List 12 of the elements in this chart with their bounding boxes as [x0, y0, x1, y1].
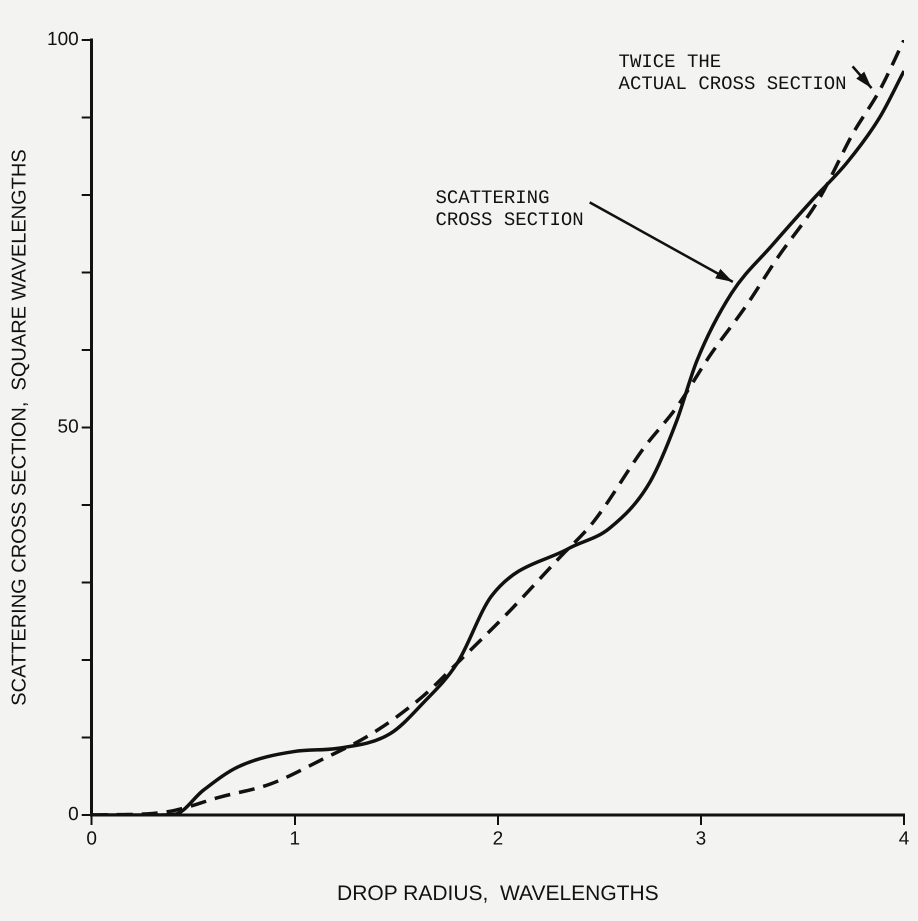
annotation: TWICE THE ACTUAL CROSS SECTION: [618, 50, 847, 95]
x-tick-label: 2: [492, 828, 504, 850]
x-tick-label: 3: [696, 828, 706, 850]
y-axis-title: SCATTERING CROSS SECTION, SQUARE WAVELENGTHS: [8, 149, 31, 706]
y-tick-label: 50: [58, 416, 79, 438]
x-axis-title: DROP RADIUS, WAVELENGTHS: [337, 882, 659, 906]
annotation: SCATTERING CROSS SECTION: [435, 186, 584, 231]
x-tick-label: 4: [898, 828, 910, 850]
y-tick-label: 0: [68, 804, 79, 826]
x-tick-label: 0: [86, 828, 97, 850]
x-tick-label: 1: [289, 828, 300, 850]
y-tick-label: 100: [47, 29, 79, 50]
